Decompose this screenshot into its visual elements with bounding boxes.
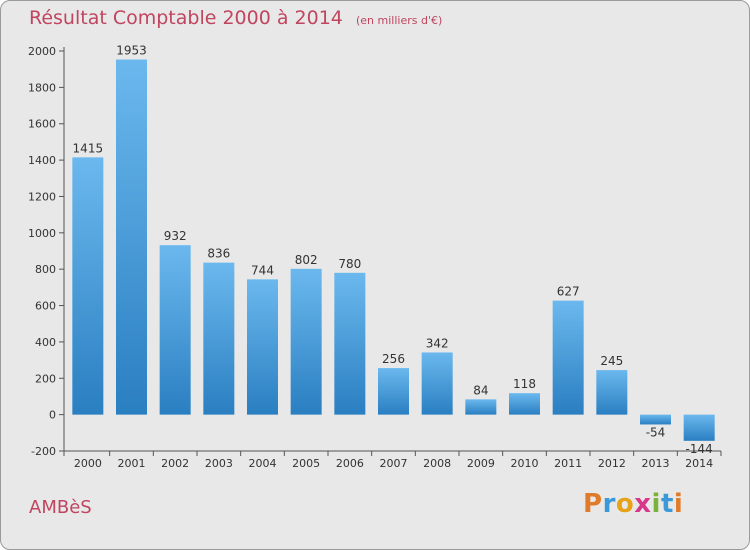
bar-2013 [640, 414, 671, 425]
x-tick-label: 2010 [511, 457, 539, 470]
bar-2009 [465, 399, 497, 415]
data-label-2003: 836 [207, 247, 230, 261]
x-tick-label: 2013 [642, 457, 670, 470]
data-label-2011: 627 [557, 285, 580, 299]
bar-2000 [72, 157, 104, 415]
data-labels: 1415 1953 932 836 744 802 780 256 342 84 118 627 245… [73, 44, 713, 456]
bar-2007 [378, 368, 409, 415]
data-label-2000: 1415 [73, 141, 104, 155]
data-label-2007: 256 [382, 352, 405, 366]
logo-letter: i [673, 489, 684, 519]
y-tick-label: 1800 [28, 81, 56, 94]
data-label-2002: 932 [164, 229, 187, 243]
y-tick-label: -200 [31, 445, 56, 458]
commune-name: AMBèS [29, 497, 92, 518]
bar-2008 [421, 352, 453, 415]
data-label-2004: 744 [251, 263, 274, 277]
y-tick-label: 400 [35, 336, 56, 349]
y-tick-label: 600 [35, 300, 56, 313]
data-label-2006: 780 [338, 257, 361, 271]
data-label-2005: 802 [295, 253, 318, 267]
x-tick-label: 2004 [249, 457, 277, 470]
chart-title-block: Résultat Comptable 2000 à 2014 (en milli… [29, 7, 442, 29]
bar-2003 [203, 262, 235, 415]
bar-2011 [552, 300, 584, 415]
data-label-2009: 84 [473, 383, 488, 397]
bar-2006 [334, 272, 366, 415]
bars [72, 59, 715, 441]
x-tick-label: 2007 [380, 457, 408, 470]
logo-letter: P [583, 489, 603, 519]
bar-2002 [159, 245, 191, 415]
x-tick-label: 2008 [423, 457, 451, 470]
bar-2004 [247, 279, 278, 415]
data-label-2013: -54 [646, 425, 666, 439]
logo-letter: t [660, 489, 674, 519]
x-tick-label: 2012 [598, 457, 626, 470]
y-tick-label: 0 [49, 409, 56, 422]
data-label-2010: 118 [513, 377, 536, 391]
axes: -200 0 200 400 600 800 1000 1200 1400 1600 1800 200… [28, 45, 722, 470]
y-tick-label: 200 [35, 372, 56, 385]
y-tick-label: 2000 [28, 45, 56, 58]
x-tick-label: 2006 [336, 457, 364, 470]
proxiti-logo: Proxiti [583, 489, 683, 519]
y-tick-label: 800 [35, 263, 56, 276]
data-label-2008: 342 [426, 336, 449, 350]
x-tick-label: 2001 [118, 457, 146, 470]
logo-letter: x [634, 489, 652, 519]
bar-2005 [290, 268, 322, 415]
logo-letter: r [602, 489, 616, 519]
data-label-2014: -144 [686, 442, 713, 456]
bar-2010 [509, 393, 540, 415]
x-tick-label: 2003 [205, 457, 233, 470]
y-tick-label: 1200 [28, 190, 56, 203]
y-tick-label: 1400 [28, 154, 56, 167]
chart-title: Résultat Comptable 2000 à 2014 [29, 7, 343, 29]
data-label-2001: 1953 [116, 44, 147, 58]
chart-unit: (en milliers d'€) [355, 14, 443, 27]
x-tick-label: 2005 [292, 457, 320, 470]
y-tick-label: 1600 [28, 118, 56, 131]
logo-letter: o [615, 489, 635, 519]
data-label-2012: 245 [600, 354, 623, 368]
x-tick-label: 2011 [554, 457, 582, 470]
x-tick-label: 2009 [467, 457, 495, 470]
x-tick-label: 2000 [74, 457, 102, 470]
x-tick-label: 2014 [685, 457, 713, 470]
bar-2001 [116, 59, 147, 415]
logo-letter: i [651, 489, 661, 519]
bar-2014 [683, 414, 715, 441]
x-tick-label: 2002 [161, 457, 189, 470]
bar-2012 [596, 370, 628, 415]
y-tick-label: 1000 [28, 227, 56, 240]
